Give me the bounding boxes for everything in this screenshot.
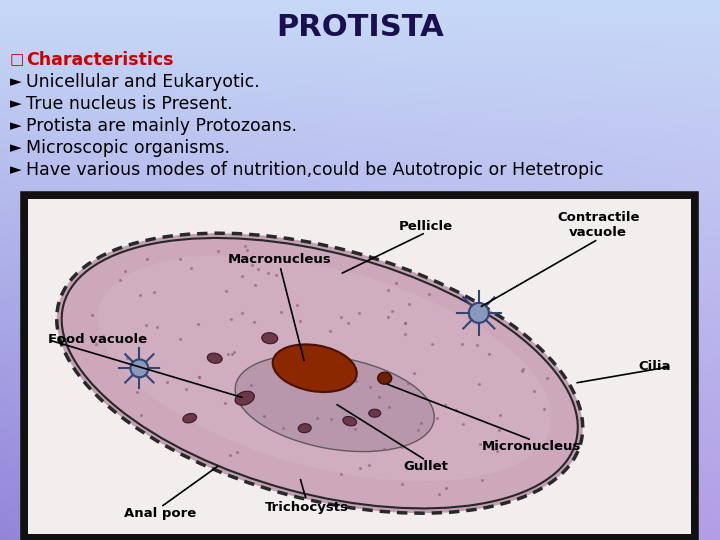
- Text: Gullet: Gullet: [403, 460, 449, 473]
- Ellipse shape: [183, 414, 197, 423]
- Text: Macronucleus: Macronucleus: [228, 253, 332, 266]
- Text: ►: ►: [10, 97, 22, 111]
- Text: Micronucleus: Micronucleus: [482, 440, 582, 453]
- Ellipse shape: [273, 345, 357, 392]
- Text: Contractile
vacuole: Contractile vacuole: [557, 211, 639, 239]
- Text: Protista are mainly Protozoans.: Protista are mainly Protozoans.: [26, 117, 297, 135]
- Ellipse shape: [130, 360, 148, 377]
- Text: Anal pore: Anal pore: [125, 507, 197, 520]
- Ellipse shape: [298, 424, 311, 433]
- Text: Pellicle: Pellicle: [399, 219, 453, 233]
- Text: □: □: [10, 52, 24, 68]
- Text: Trichocysts: Trichocysts: [264, 501, 348, 514]
- Text: ►: ►: [10, 75, 22, 90]
- Ellipse shape: [235, 355, 434, 451]
- Text: ►: ►: [10, 118, 22, 133]
- Text: Unicellular and Eukaryotic.: Unicellular and Eukaryotic.: [26, 73, 260, 91]
- Ellipse shape: [235, 391, 254, 405]
- Text: Have various modes of nutrition,could be Autotropic or Hetetropic: Have various modes of nutrition,could be…: [26, 161, 603, 179]
- Ellipse shape: [369, 409, 381, 417]
- Text: True nucleus is Present.: True nucleus is Present.: [26, 95, 233, 113]
- Text: ►: ►: [10, 163, 22, 178]
- Bar: [28, 199, 691, 534]
- Text: Microscopic organisms.: Microscopic organisms.: [26, 139, 230, 157]
- Text: Cilia: Cilia: [639, 360, 671, 373]
- Ellipse shape: [57, 233, 582, 513]
- Ellipse shape: [62, 238, 577, 508]
- Ellipse shape: [207, 353, 222, 363]
- Text: ►: ►: [10, 140, 22, 156]
- Ellipse shape: [378, 372, 392, 384]
- Bar: [23, 194, 696, 539]
- Ellipse shape: [469, 303, 489, 323]
- Ellipse shape: [262, 333, 278, 344]
- Ellipse shape: [343, 416, 356, 426]
- Text: Characteristics: Characteristics: [26, 51, 174, 69]
- Text: Food vacuole: Food vacuole: [48, 333, 147, 346]
- Text: PROTISTA: PROTISTA: [276, 14, 444, 43]
- Ellipse shape: [98, 255, 552, 481]
